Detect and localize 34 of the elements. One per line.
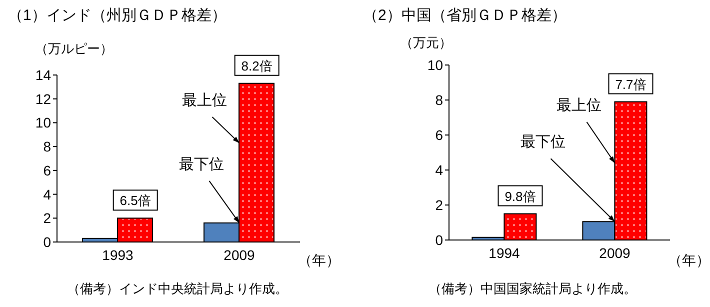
annotation: 最上位 <box>556 97 602 114</box>
x-tick-label: 1993 <box>102 246 134 263</box>
text: （備考）中国国家統計局より作成。 <box>428 280 638 298</box>
x-axis-title: （年） <box>298 252 340 270</box>
annotation: 9.8倍 <box>504 188 536 204</box>
y-tick-label: 6 <box>43 162 52 178</box>
y-tick-label: 12 <box>35 90 52 107</box>
annotation: 6.5倍 <box>120 193 151 208</box>
annotation: 最上位 <box>182 92 227 109</box>
y-tick-label: 4 <box>435 162 444 178</box>
y-tick-label: 10 <box>35 114 52 131</box>
annotation: 最下位 <box>520 134 566 151</box>
chart-title: （2）中国（省別ＧＤＰ格差） <box>363 6 566 25</box>
y-tick-label: 2 <box>43 210 52 226</box>
y-tick-label: 4 <box>43 186 52 202</box>
y-tick-label: 6 <box>435 126 444 143</box>
x-tick-label: 1994 <box>488 244 520 261</box>
y-tick-label: 8 <box>43 138 52 155</box>
text: （備考）インド中央統計局より作成。 <box>66 280 289 298</box>
y-tick-label: 2 <box>435 196 444 213</box>
x-axis-title: （年） <box>668 252 710 270</box>
y-tick-label: 8 <box>435 92 444 108</box>
y-tick-label: 0 <box>43 234 52 250</box>
y-tick-label: 10 <box>427 56 444 73</box>
y-axis-title: （万元） <box>400 34 452 52</box>
y-tick-label: 14 <box>35 66 52 83</box>
annotation: 7.7倍 <box>615 76 646 92</box>
y-axis-title: （万ルピー） <box>35 40 113 58</box>
y-tick-label: 0 <box>435 232 444 248</box>
x-tick-label: 2009 <box>599 244 631 261</box>
annotation: 8.2倍 <box>241 58 272 74</box>
annotation: 最下位 <box>178 156 224 173</box>
x-tick-label: 2009 <box>224 246 256 263</box>
chart-title: （1）インド（州別ＧＤＰ格差） <box>8 6 226 25</box>
